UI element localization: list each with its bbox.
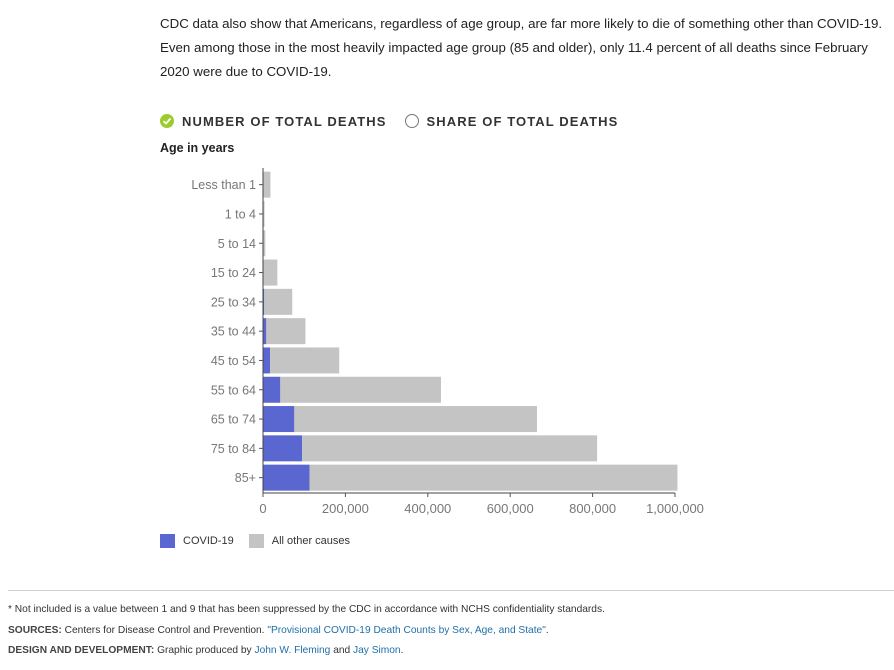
sources-text: Centers for Disease Control and Preventi… [64, 625, 268, 636]
x-tick-label: 200,000 [322, 501, 369, 516]
sources-label: SOURCES: [8, 625, 62, 636]
bar-all-other-causes-1-to-4 [263, 200, 265, 227]
footnote-suppressed: * Not included is a value between 1 and … [8, 604, 605, 615]
bar-all-other-causes-45-to-54 [270, 347, 340, 374]
design-text: Graphic produced by [157, 645, 255, 656]
bar-covid-19-55-to-64 [263, 376, 281, 403]
sources-link[interactable]: "Provisional COVID-19 Death Counts by Se… [267, 625, 546, 636]
bar-chart: Less than 1 1 to 4 5 to 14 15 to 24 25 to 34… [191, 168, 704, 516]
y-axis-title: Age in years [160, 141, 235, 155]
bar-all-other-causes-15-to-24 [263, 259, 278, 286]
footer-divider [8, 590, 894, 591]
sources-line: SOURCES: Centers for Disease Control and… [8, 625, 549, 636]
bar-all-other-causes-85 [309, 464, 678, 491]
bar-all-other-causes-55-to-64 [280, 376, 441, 403]
x-tick-label: 1,000,000 [646, 501, 704, 516]
design-end: . [400, 645, 404, 656]
bar-all-other-causes-25-to-34 [264, 288, 293, 315]
bar-covid-19-45-to-54 [263, 347, 271, 374]
bar-all-other-causes-5-to-14 [263, 230, 266, 257]
toggle-share-label: SHARE OF TOTAL DEATHS [426, 113, 619, 129]
bar-all-other-causes-less-than-1 [263, 171, 271, 198]
sources-end: . [545, 625, 549, 636]
y-tick-label: 1 to 4 [225, 207, 256, 221]
x-tick-label: 0 [259, 501, 266, 516]
y-tick-label: 35 to 44 [211, 325, 256, 339]
y-tick-label: 65 to 74 [211, 413, 256, 427]
legend-swatch-other [248, 534, 264, 548]
bar-covid-19-75-to-84 [263, 435, 303, 462]
bar-covid-19-65-to-74 [263, 406, 295, 433]
y-tick-label: 45 to 54 [211, 354, 256, 368]
x-tick-label: 600,000 [487, 501, 534, 516]
intro-paragraph: CDC data also show that Americans, regar… [160, 16, 883, 79]
x-tick-label: 800,000 [569, 501, 616, 516]
legend-swatch-covid [160, 534, 175, 548]
bar-covid-19-25-to-34 [263, 288, 265, 315]
bar-covid-19-85 [263, 464, 310, 491]
chart-legend: COVID-19 All other causes [160, 534, 365, 548]
toggle-total-deaths[interactable]: NUMBER OF TOTAL DEATHS [160, 114, 387, 129]
radio-empty-icon [404, 114, 419, 128]
bar-all-other-causes-35-to-44 [266, 318, 306, 345]
y-tick-label: Less than 1 [191, 178, 256, 192]
y-tick-label: 5 to 14 [218, 237, 256, 251]
designer-link-1[interactable]: John W. Fleming [254, 645, 331, 656]
check-icon [160, 114, 174, 128]
legend-item-other: All other causes [248, 534, 351, 548]
y-tick-label: 15 to 24 [211, 266, 256, 280]
design-label: DESIGN AND DEVELOPMENT: [8, 645, 155, 656]
bar-all-other-causes-75-to-84 [302, 435, 598, 462]
toggle-total-label: NUMBER OF TOTAL DEATHS [182, 113, 387, 129]
bar-all-other-causes-65-to-74 [294, 406, 537, 433]
y-tick-label: 75 to 84 [211, 442, 256, 456]
toggle-share-deaths[interactable]: SHARE OF TOTAL DEATHS [404, 113, 619, 129]
chart-toggle: NUMBER OF TOTAL DEATHS SHARE OF TOTAL DE… [160, 110, 636, 132]
design-line: DESIGN AND DEVELOPMENT: Graphic produced… [8, 645, 403, 656]
y-tick-label: 25 to 34 [211, 295, 256, 309]
legend-label-covid: COVID-19 [183, 535, 234, 547]
designer-link-2[interactable]: Jay Simon [353, 645, 401, 656]
design-and: and [330, 645, 354, 656]
x-tick-label: 400,000 [404, 501, 451, 516]
y-tick-label: 55 to 64 [211, 383, 256, 397]
legend-label-other: All other causes [271, 535, 351, 547]
bar-covid-19-35-to-44 [263, 318, 267, 345]
y-tick-label: 85+ [235, 471, 256, 485]
legend-item-covid: COVID-19 [160, 534, 234, 548]
